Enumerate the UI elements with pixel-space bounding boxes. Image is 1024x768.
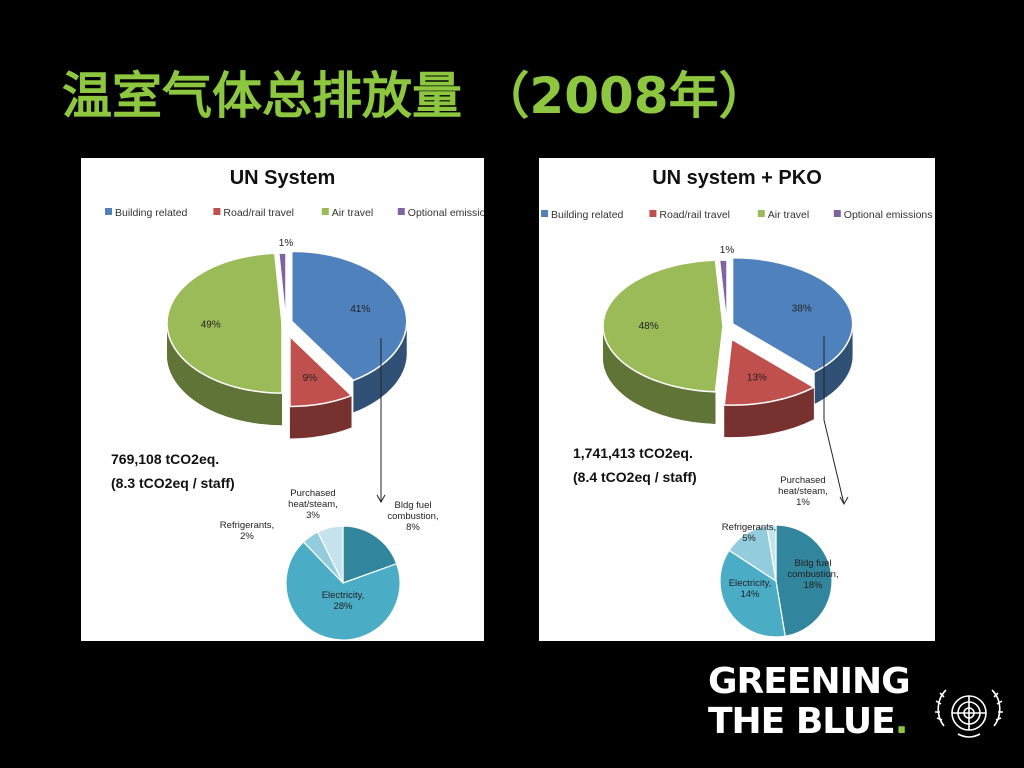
legend-swatch [649,210,657,217]
breakdown-label-line: Refrigerants, [722,522,776,533]
breakdown-label-line: Electricity, [322,590,365,601]
data-label: 38% [792,304,812,315]
breakdown-label-line: 14% [740,589,760,600]
breakdown-label-line: 8% [406,522,420,533]
breakdown-label-line: Bldg fuel [395,500,432,511]
breakdown-label-line: combustion, [787,569,838,580]
breakdown-label: Purchased heat/steam, 3% [288,488,338,521]
breakdown-label-line: Refrigerants, [220,520,274,531]
legend-swatch [397,208,405,215]
arrow-head [376,494,386,504]
total-emissions: 1,741,413 tCO2eq. [573,445,693,461]
breakdown-slice-purchased-heat-steam [766,524,777,582]
breakdown-slice-electricity [719,549,786,638]
pie-slice-side [603,326,716,424]
arrow-head [839,496,849,506]
data-label: 9% [303,373,318,384]
breakdown-label-line: 28% [333,601,353,612]
pie-slice-road-rail-travel [723,337,816,406]
breakdown-label: Refrigerants, 5% [722,522,776,544]
logo-line-2: THE BLUE. [708,702,910,742]
breakdown-label-line: Purchased [290,488,335,499]
pie-slice-air-travel [166,252,283,394]
breakdown-label: Bldg fuel combustion, 18% [787,558,838,591]
total-emissions: 769,108 tCO2eq. [111,451,219,467]
emissions-per-staff: (8.4 tCO2eq / staff) [573,469,697,485]
pie-slice-optional-emissions [718,259,728,327]
page-title: 温室气体总排放量 （2008年） [62,67,769,125]
legend-label: Building related [115,207,188,219]
pie-slice-building-related [731,257,854,373]
logo-the: THE [708,701,796,742]
chart-title: UN System [230,167,336,189]
chart-title: UN system + PKO [652,167,822,189]
breakdown-label-line: 5% [742,533,756,544]
breakdown-label-line: 3% [306,510,320,521]
pie-slice-optional-emissions [277,252,287,324]
legend-swatch [541,210,548,217]
logo-blue: BLUE [795,701,896,742]
logo-line-1: GREENING [708,661,911,702]
legend-label: Air travel [332,207,373,219]
emissions-per-staff: (8.3 tCO2eq / staff) [111,475,235,491]
pie-slice-side [167,323,283,426]
legend-swatch [213,208,221,215]
breakdown-label-line: Bldg fuel [795,558,832,569]
breakdown-label: Electricity, 28% [322,590,365,612]
data-label: 1% [720,245,735,256]
pie-slice-road-rail-travel [289,334,353,408]
chart-panel-un-system-pko: UN system + PKO Building related Road/rail… [539,158,935,641]
breakdown-label: Refrigerants, 2% [220,520,274,542]
pie-chart-un-system-pko: UN system + PKO Building related Road/rail… [541,167,933,638]
data-label: 48% [639,321,659,332]
pie-slice-side [724,387,814,438]
breakdown-label-line: Purchased [780,475,825,486]
logo-dot: . [894,701,909,742]
legend-label: Air travel [768,209,809,221]
greening-the-blue-logo: GREENING THE BLUE. [708,661,911,742]
breakdown-slice-bldg-fuel-combustion [342,525,398,584]
data-label: 49% [201,319,221,330]
connector-line [823,336,845,505]
legend-swatch [321,208,329,215]
breakdown-label-line: Electricity, [729,578,772,589]
legend-label: Road/rail travel [223,207,294,219]
breakdown-slice-purchased-heat-steam [316,525,344,584]
breakdown-label-line: 1% [796,497,810,508]
pie-slice-air-travel [602,259,724,393]
breakdown-label-line: heat/steam, [288,499,338,510]
breakdown-label-line: 2% [240,531,254,542]
legend-label: Road/rail travel [659,209,730,221]
breakdown-label: Bldg fuel combustion, 8% [387,500,438,533]
data-label: 13% [747,373,767,384]
pie-chart-un-system: UN System Building related Road/rail trave… [105,167,484,641]
chart-panel-un-system: UN System Building related Road/rail trave… [81,158,484,641]
breakdown-slice-bldg-fuel-combustion [775,524,833,637]
legend-label: Building related [551,209,624,221]
breakdown-label-line: heat/steam, [778,486,828,497]
legend-swatch [105,208,112,215]
breakdown-label: Purchased heat/steam, 1% [778,475,828,508]
un-emblem-icon [935,689,1003,738]
legend-swatch [833,210,841,217]
legend-swatch [757,210,765,217]
legend-label: Optional emissions [408,207,484,219]
breakdown-label-line: 18% [803,580,823,591]
breakdown-label: Electricity, 14% [729,578,772,600]
legend-label: Optional emissions [844,209,933,221]
data-label: 1% [279,238,294,249]
breakdown-label-line: combustion, [387,511,438,522]
breakdown-slice-electricity [285,541,401,641]
data-label: 41% [350,304,370,315]
